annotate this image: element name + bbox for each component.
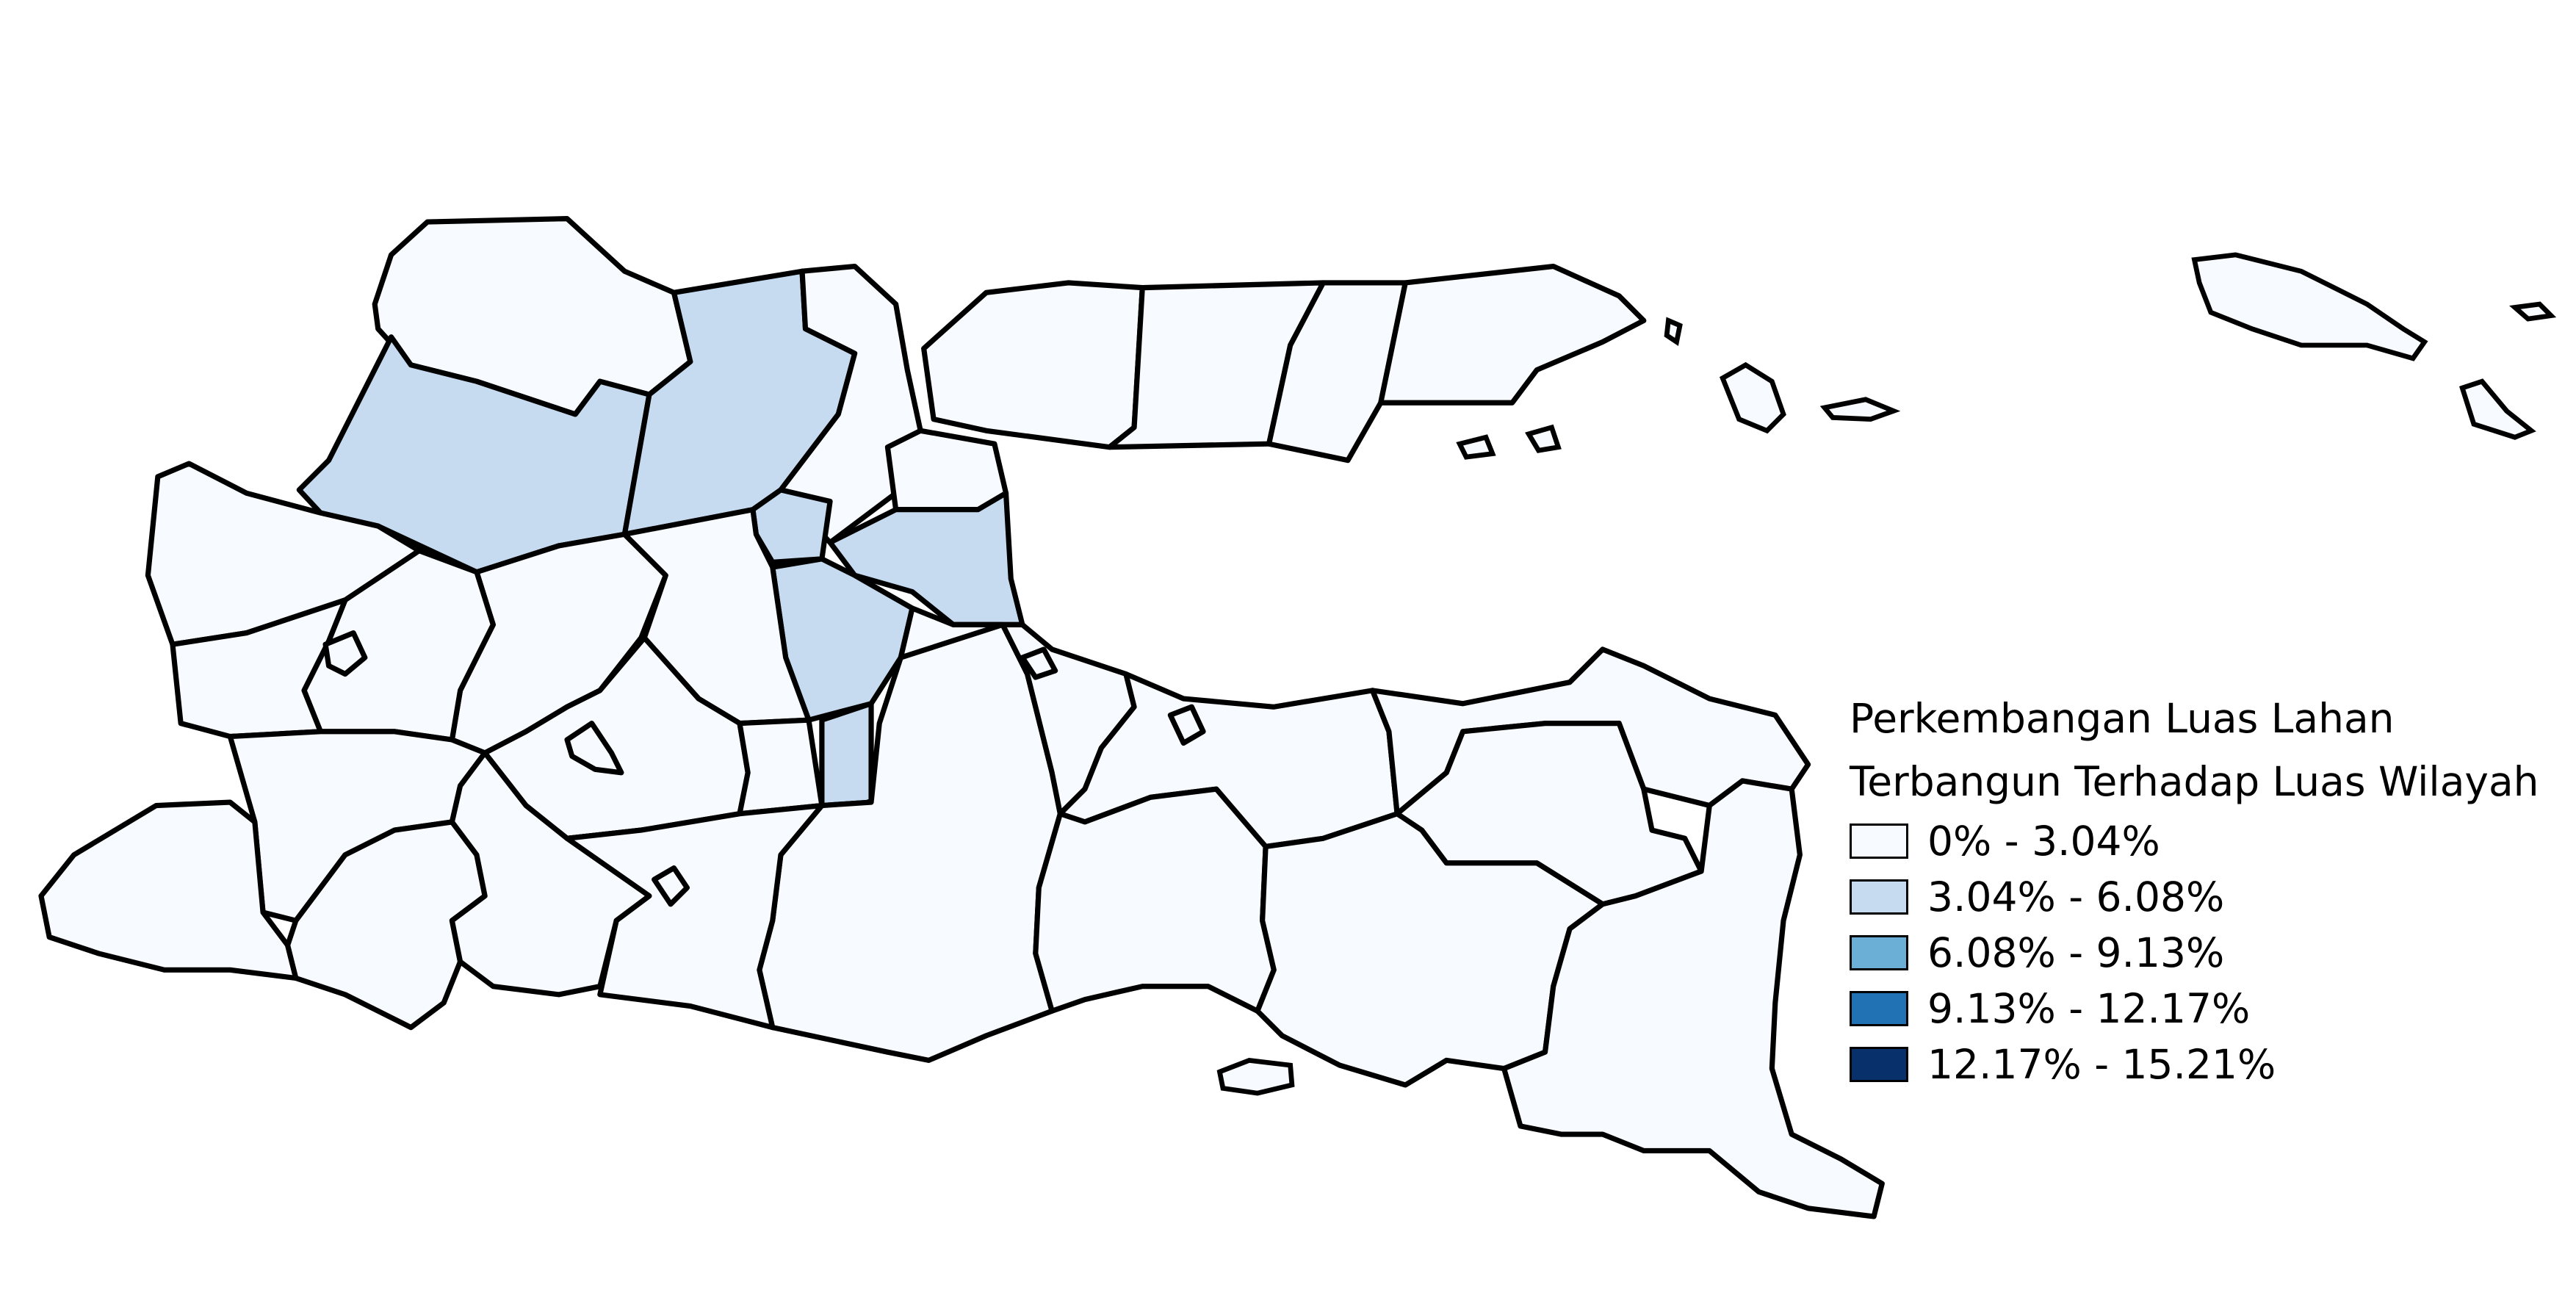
island-sapudi — [1456, 434, 1496, 460]
legend-item-class-5: 12.17% - 15.21% — [1850, 1037, 2539, 1092]
legend-item-class-2: 3.04% - 6.08% — [1850, 869, 2539, 925]
island-gili — [1720, 361, 1786, 434]
legend-label: 9.13% - 12.17% — [1927, 985, 2251, 1032]
island-kecil-2 — [1664, 317, 1683, 347]
region-lumajang — [1033, 786, 1277, 1014]
region-pasuruan-kota-2 — [1020, 646, 1058, 680]
island-kangean — [1819, 397, 1901, 422]
region-banyuwangi — [1501, 778, 1885, 1219]
region-magetan — [170, 597, 348, 740]
region-bangkalan — [921, 280, 1145, 450]
region-pacitan — [38, 799, 299, 981]
legend-label: 3.04% - 6.08% — [1927, 873, 2225, 920]
island-nusa-barung — [1216, 1057, 1295, 1096]
legend-swatch — [1850, 935, 1908, 970]
legend-swatch — [1850, 824, 1908, 859]
region-sumenep — [1378, 263, 1647, 406]
region-blitar-kota — [652, 865, 690, 907]
legend-label: 6.08% - 9.13% — [1927, 929, 2225, 976]
island-raas — [1525, 424, 1562, 453]
legend-label: 0% - 3.04% — [1927, 818, 2160, 865]
region-madiun-kota — [322, 630, 368, 677]
region-pasuruan-kota — [819, 701, 874, 809]
island-kecil-3 — [2509, 301, 2557, 322]
region-kediri-enclave — [564, 721, 624, 776]
legend-swatch — [1850, 879, 1908, 915]
region-kediri-kota — [737, 717, 825, 817]
region-gresik — [778, 263, 923, 546]
map-legend: Perkembangan Luas Lahan Terbangun Terhad… — [1850, 687, 2539, 1092]
region-blitar — [564, 802, 825, 1031]
island-kecil-1 — [2459, 378, 2536, 440]
legend-title-line-2: Terbangun Terhadap Luas Wilayah — [1850, 758, 2539, 805]
legend-item-class-3: 6.08% - 9.13% — [1850, 925, 2539, 981]
map-regions — [38, 216, 2557, 1219]
region-sidoarjo — [827, 490, 1025, 627]
legend-item-class-1: 0% - 3.04% — [1850, 813, 2539, 869]
legend-swatch — [1850, 1047, 1908, 1082]
region-probolinggo-kota — [1167, 704, 1206, 746]
legend-item-class-4: 9.13% - 12.17% — [1850, 981, 2539, 1037]
island-masalembu — [2191, 252, 2428, 361]
legend-label: 12.17% - 15.21% — [1927, 1041, 2276, 1088]
legend-title-line-1: Perkembangan Luas Lahan — [1850, 695, 2395, 742]
legend-swatch — [1850, 991, 1908, 1026]
region-surabaya — [884, 428, 1009, 513]
